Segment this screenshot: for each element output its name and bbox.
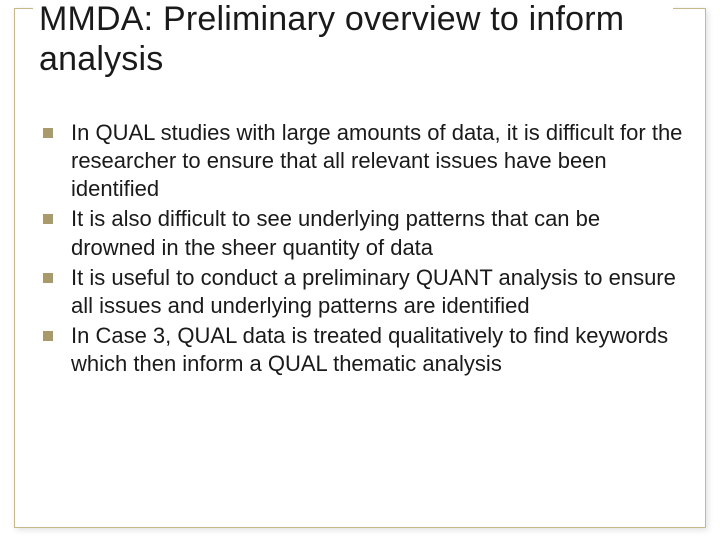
list-item: In Case 3, QUAL data is treated qualitat…	[43, 322, 683, 378]
bullet-text: It is useful to conduct a preliminary QU…	[71, 264, 683, 320]
bullet-text: It is also difficult to see underlying p…	[71, 205, 683, 261]
square-bullet-icon	[43, 331, 53, 341]
bullet-text: In QUAL studies with large amounts of da…	[71, 119, 683, 203]
square-bullet-icon	[43, 273, 53, 283]
square-bullet-icon	[43, 128, 53, 138]
title-container: MMDA: Preliminary overview to inform ana…	[33, 0, 673, 85]
square-bullet-icon	[43, 214, 53, 224]
slide-frame: MMDA: Preliminary overview to inform ana…	[14, 8, 706, 528]
slide-title: MMDA: Preliminary overview to inform ana…	[39, 0, 667, 79]
bullet-text: In Case 3, QUAL data is treated qualitat…	[71, 322, 683, 378]
list-item: It is also difficult to see underlying p…	[43, 205, 683, 261]
list-item: In QUAL studies with large amounts of da…	[43, 119, 683, 203]
list-item: It is useful to conduct a preliminary QU…	[43, 264, 683, 320]
slide-body: In QUAL studies with large amounts of da…	[43, 119, 683, 380]
